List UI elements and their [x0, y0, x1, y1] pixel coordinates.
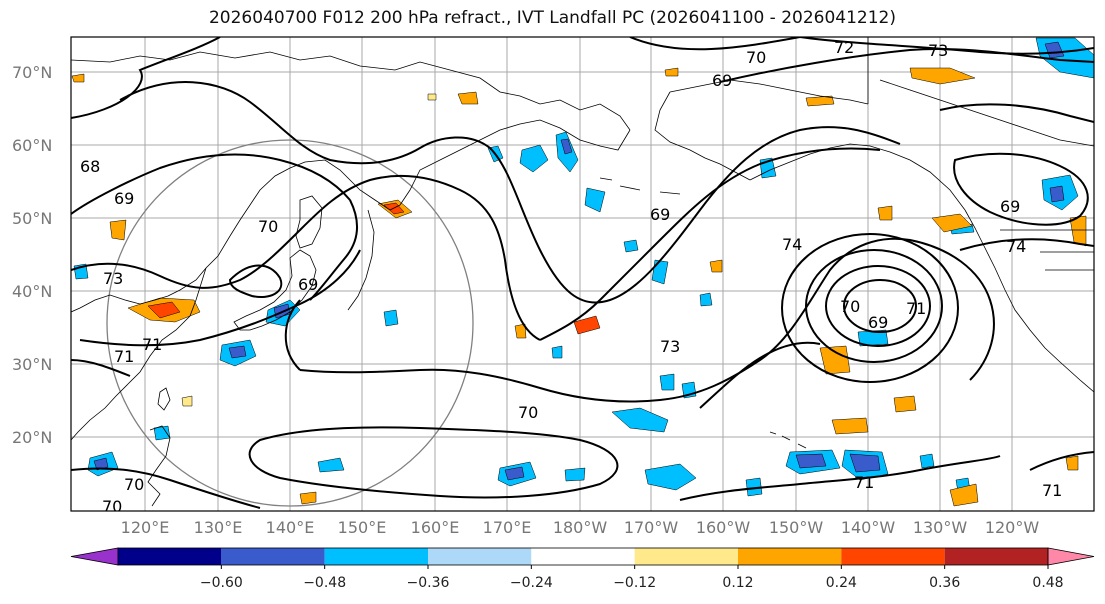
map-title: 2026040700 F012 200 hPa refract., IVT La… [208, 8, 896, 28]
contour-label: 71 [906, 299, 926, 318]
colorbar: −0.60 −0.48 −0.36 −0.24 −0.12 0.12 0.24 0.36 0.4… [70, 547, 1095, 591]
colorbar-tick-label: −0.12 [613, 575, 656, 591]
colorbar-segment [531, 548, 635, 565]
lon-label: 170°W [624, 518, 679, 537]
contour-label: 69 [712, 71, 732, 90]
colorbar-segment [428, 548, 532, 565]
colorbar-segment [841, 548, 945, 565]
colorbar-tick-label: 0.12 [722, 575, 753, 591]
map-border [70, 36, 1095, 512]
contour-label: 74 [1006, 237, 1026, 256]
contour-label: 71 [114, 347, 134, 366]
contour-label: 73 [103, 269, 123, 288]
colorbar-segment [324, 548, 428, 565]
lat-label: 70°N [12, 63, 52, 82]
lon-label: 170°E [483, 518, 532, 537]
contour-label: 69 [650, 205, 670, 224]
colorbar-frame [117, 547, 1049, 566]
longitude-labels: 120°E 130°E 140°E 150°E 160°E 170°E 180°… [121, 518, 1040, 537]
contour-label: 69 [298, 275, 318, 294]
lon-label: 120°E [121, 518, 170, 537]
colorbar-segment [118, 548, 222, 565]
lon-label: 130°W [913, 518, 968, 537]
lon-label: 120°W [985, 518, 1040, 537]
colorbar-segment [738, 548, 842, 565]
colorbar-tick-label: 0.36 [929, 575, 960, 591]
colorbar-segment [944, 548, 1048, 565]
contour-labels: 70 72 73 69 68 69 70 69 73 71 71 69 74 7… [80, 38, 1062, 516]
contour-label: 73 [660, 337, 680, 356]
lat-label: 20°N [12, 428, 52, 447]
colorbar-segment [634, 548, 738, 565]
colorbar-segment [221, 548, 325, 565]
colorbar-tick-label: 0.24 [826, 575, 857, 591]
contour-label: 71 [1042, 481, 1062, 500]
lon-label: 150°E [338, 518, 387, 537]
colorbar-tick-label: −0.24 [510, 575, 553, 591]
contour-label: 70 [746, 48, 766, 67]
contour-label: 70 [102, 497, 122, 516]
contour-label: 71 [142, 335, 162, 354]
lat-label: 60°N [12, 136, 52, 155]
coastlines [71, 37, 1094, 507]
range-circle [106, 139, 474, 507]
contour-label: 70 [840, 297, 860, 316]
lon-label: 160°W [696, 518, 751, 537]
lat-label: 30°N [12, 355, 52, 374]
contour-label: 70 [258, 217, 278, 236]
lon-label: 180°W [553, 518, 608, 537]
lat-label: 50°N [12, 209, 52, 228]
contour-label: 73 [928, 41, 948, 60]
contour-label: 71 [854, 473, 874, 492]
colorbar-tick-label: −0.48 [303, 575, 346, 591]
contour-label: 70 [518, 403, 538, 422]
contour-label: 69 [1000, 197, 1020, 216]
contour-label: 69 [114, 189, 134, 208]
lon-label: 140°E [266, 518, 315, 537]
lon-label: 160°E [411, 518, 460, 537]
colorbar-extend-low [70, 547, 119, 566]
colorbar-extend-high [1047, 547, 1095, 566]
lon-label: 140°W [841, 518, 896, 537]
contour-label: 70 [124, 475, 144, 494]
contour-label: 72 [834, 38, 854, 57]
contour-label: 68 [80, 157, 100, 176]
lon-label: 130°E [194, 518, 243, 537]
map-area [71, 37, 1094, 511]
colorbar-tick-label: −0.36 [407, 575, 450, 591]
contour-label: 74 [782, 235, 802, 254]
shaded-anomalies [71, 37, 1094, 507]
lon-label: 150°W [769, 518, 824, 537]
gridlines [71, 37, 1094, 511]
refractivity-contours [71, 37, 1094, 509]
contour-label: 69 [868, 313, 888, 332]
latitude-labels: 70°N 60°N 50°N 40°N 30°N 20°N [12, 63, 52, 447]
lat-label: 40°N [12, 282, 52, 301]
colorbar-tick-label: −0.60 [200, 575, 243, 591]
colorbar-tick-label: 0.48 [1032, 575, 1063, 591]
